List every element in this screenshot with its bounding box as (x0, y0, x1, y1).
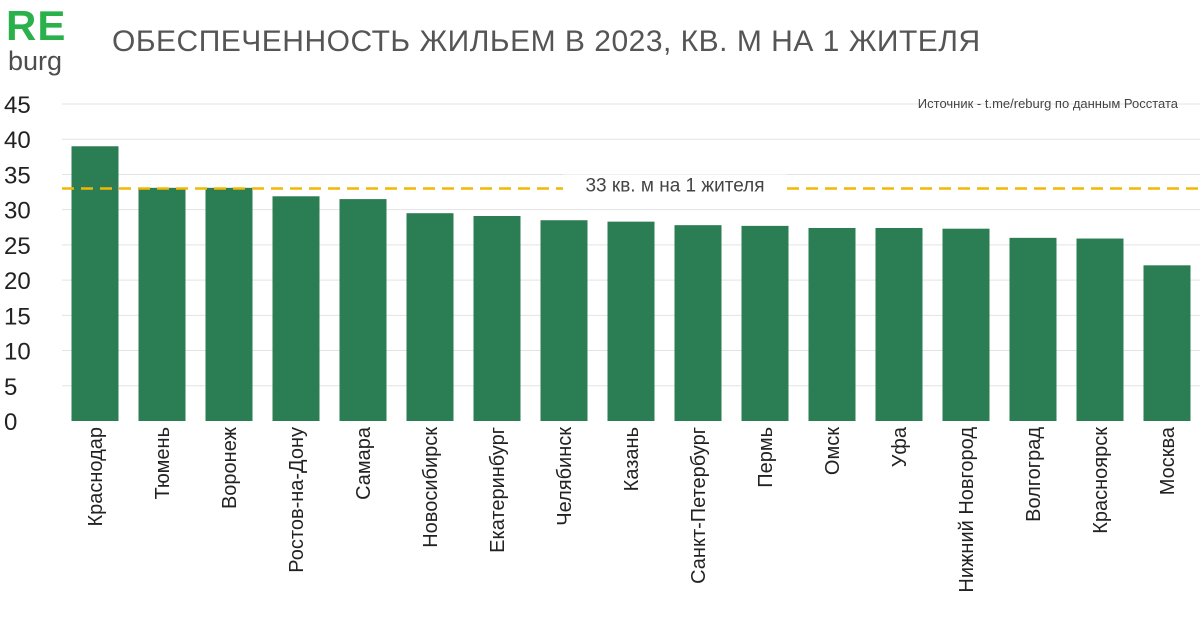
y-tick-label: 30 (4, 198, 31, 225)
bar (473, 216, 521, 421)
bar (1143, 265, 1191, 421)
x-category-label: Тюмень (152, 427, 174, 499)
y-tick-label: 20 (4, 268, 31, 295)
x-category-label: Новосибирск (420, 427, 442, 548)
bar (875, 227, 923, 421)
x-category-label: Санкт-Петербург (688, 427, 710, 584)
bar (272, 196, 320, 421)
x-category-label: Уфа (889, 426, 911, 467)
bar (1076, 238, 1124, 421)
reburg-logo: RE burg (6, 4, 78, 80)
y-tick-label: 35 (4, 162, 31, 189)
bar (607, 221, 655, 421)
bar (1009, 237, 1057, 421)
bar (138, 187, 186, 421)
x-category-label: Екатеринбург (487, 427, 509, 553)
bar (339, 199, 387, 421)
x-category-label: Пермь (755, 427, 777, 488)
bar (540, 220, 588, 421)
reference-label-backdrop (563, 174, 787, 203)
x-category-label: Воронеж (219, 426, 241, 509)
reference-line-group: 33 кв. м на 1 жителя (62, 174, 1200, 203)
x-category-label: Ростов-на-Дону (286, 427, 308, 573)
bar (71, 146, 119, 421)
x-category-label: Москва (1157, 426, 1179, 495)
bar (674, 225, 722, 421)
x-axis-labels: Краснодар Тюмень Воронеж Ростов-на-Дону Сама… (85, 426, 1179, 592)
bars (71, 146, 1191, 421)
x-category-label: Челябинск (554, 427, 576, 526)
logo-burg-text: burg (8, 46, 63, 76)
bar (808, 227, 856, 421)
bar (406, 213, 454, 421)
y-tick-label: 25 (4, 233, 31, 260)
bar (741, 225, 789, 421)
logo-re-text: RE (6, 2, 67, 49)
source-note: Источник - t.me/reburg по данным Росстат… (918, 96, 1179, 111)
y-axis-ticks: 0 5 10 15 20 25 30 35 40 45 (4, 92, 31, 436)
reference-line-label: 33 кв. м на 1 жителя (585, 176, 764, 197)
x-category-label: Казань (621, 427, 643, 491)
y-tick-label: 0 (4, 409, 17, 436)
x-category-label: Нижний Новгород (956, 427, 978, 593)
x-category-label: Самара (353, 426, 375, 500)
x-category-label: Омск (822, 427, 844, 475)
chart-title: ОБЕСПЕЧЕННОСТЬ ЖИЛЬЕМ В 2023, КВ. М НА 1… (112, 25, 981, 58)
y-tick-label: 5 (4, 374, 17, 401)
x-category-label: Красноярск (1090, 427, 1112, 534)
y-tick-label: 10 (4, 339, 31, 366)
bar (205, 187, 253, 421)
x-category-label: Волгоград (1023, 427, 1045, 522)
y-tick-label: 45 (4, 92, 31, 119)
x-category-label: Краснодар (85, 427, 107, 527)
bar (942, 228, 990, 421)
y-tick-label: 15 (4, 303, 31, 330)
y-tick-label: 40 (4, 127, 31, 154)
